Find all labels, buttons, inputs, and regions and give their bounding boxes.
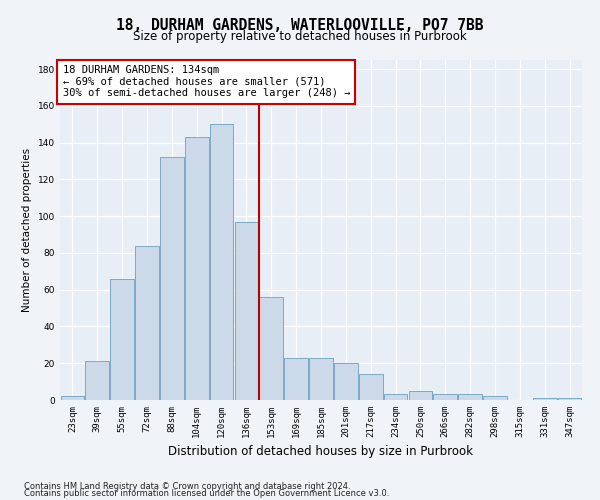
Bar (433, 394, 457, 400)
Text: 18, DURHAM GARDENS, WATERLOOVILLE, PO7 7BB: 18, DURHAM GARDENS, WATERLOOVILLE, PO7 7… (116, 18, 484, 32)
Bar (61, 396, 84, 400)
Bar (359, 374, 383, 400)
Bar (85, 362, 109, 400)
Bar (483, 396, 507, 400)
Bar (409, 391, 432, 400)
Bar (334, 363, 358, 400)
Bar (259, 297, 283, 400)
Bar (458, 394, 482, 400)
Text: Contains public sector information licensed under the Open Government Licence v3: Contains public sector information licen… (24, 489, 389, 498)
Text: Contains HM Land Registry data © Crown copyright and database right 2024.: Contains HM Land Registry data © Crown c… (24, 482, 350, 491)
Bar (235, 222, 258, 400)
Bar (533, 398, 557, 400)
Bar (185, 137, 209, 400)
Bar (384, 394, 407, 400)
Bar (160, 158, 184, 400)
Text: 18 DURHAM GARDENS: 134sqm
← 69% of detached houses are smaller (571)
30% of semi: 18 DURHAM GARDENS: 134sqm ← 69% of detac… (62, 65, 350, 98)
Bar (284, 358, 308, 400)
X-axis label: Distribution of detached houses by size in Purbrook: Distribution of detached houses by size … (169, 446, 473, 458)
Bar (110, 278, 134, 400)
Bar (558, 398, 581, 400)
Bar (210, 124, 233, 400)
Bar (309, 358, 333, 400)
Y-axis label: Number of detached properties: Number of detached properties (22, 148, 32, 312)
Text: Size of property relative to detached houses in Purbrook: Size of property relative to detached ho… (133, 30, 467, 43)
Bar (135, 246, 159, 400)
